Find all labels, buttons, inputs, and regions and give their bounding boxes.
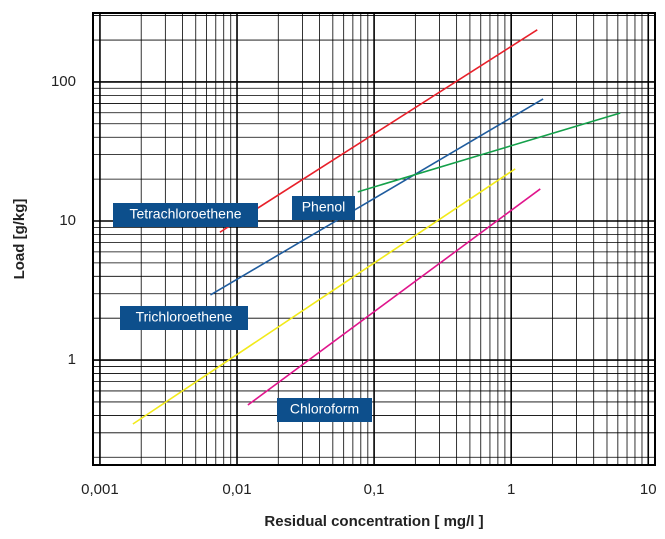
series-line [357,112,621,193]
series-label: Trichloroethene [136,309,233,325]
y-tick-label: 1 [68,351,76,368]
x-tick-label: 1 [507,481,515,498]
x-tick-label: 0,1 [364,481,385,498]
series-label: Tetrachloroethene [129,206,241,222]
series-line [210,98,544,296]
label-box [120,306,248,330]
x-tick-label: 10 [640,481,657,498]
series-label: Phenol [302,199,346,215]
y-tick-label: 100 [51,73,76,90]
plot-frame [92,12,656,466]
x-tick-label: 0,01 [222,481,251,498]
label-box [277,398,372,422]
x-tick-label: 0,001 [81,481,119,498]
series-line [247,188,541,406]
x-axis-title: Residual concentration [ mg/l ] [264,513,483,530]
series-line [132,168,516,425]
y-tick-label: 10 [59,212,76,229]
label-box [292,196,355,220]
y-axis-title: Load [g/kg] [11,199,28,280]
series-label: Chloroform [290,401,359,417]
label-box [113,203,258,227]
series-line [219,29,538,233]
